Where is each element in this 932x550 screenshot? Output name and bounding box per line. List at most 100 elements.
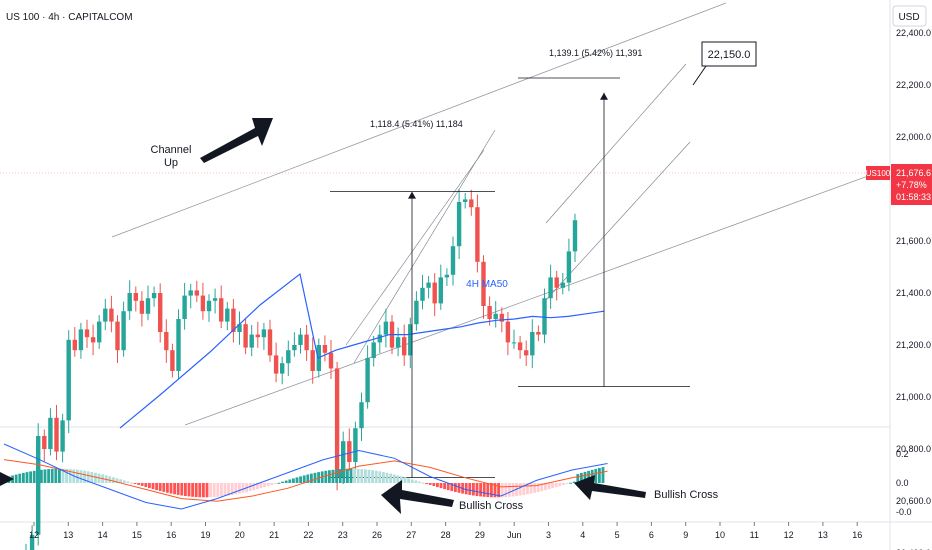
candle-body (261, 329, 267, 338)
macd-histogram-bar (108, 476, 112, 483)
macd-histogram-bar (32, 470, 36, 483)
candle-body (273, 355, 279, 374)
candle-body (237, 324, 242, 332)
macd-histogram-bar (601, 467, 605, 483)
candle-body (103, 308, 108, 322)
candle-body (371, 342, 376, 358)
candle-body (353, 428, 358, 462)
macd-histogram-bar (482, 483, 486, 497)
time-axis-tick: 20 (235, 530, 245, 540)
candle-body (560, 282, 565, 288)
macd-histogram-bar (202, 483, 205, 498)
macd-line (3, 443, 608, 510)
time-axis-tick: 21 (269, 530, 279, 540)
macd-histogram-bar (14, 474, 18, 483)
macd-histogram-bar (205, 483, 209, 498)
time-axis-tick: 23 (338, 530, 348, 540)
candle-body (54, 417, 59, 452)
macd-histogram-bar (194, 483, 198, 498)
macd-histogram-bar (353, 468, 356, 483)
macd-histogram-bar (140, 483, 144, 486)
price-axis-tick: 20,400.0 (896, 548, 931, 550)
macd-histogram-bar (378, 471, 382, 483)
macd-histogram-bar (587, 470, 590, 483)
macd-histogram-bar (338, 469, 342, 483)
candle-body (115, 321, 120, 351)
macd-histogram-bar (443, 483, 446, 490)
measure-left-label: 1,118.4 (5.41%) 11,184 (370, 119, 463, 129)
macd-histogram-bar (234, 483, 238, 495)
measure-right-label: 1,139.1 (5.42%) 11,391 (549, 48, 642, 58)
macd-histogram-bar (166, 483, 169, 493)
macd-histogram-bar (439, 483, 443, 489)
inner-channel-line (345, 149, 485, 346)
macd-histogram-bar (544, 483, 547, 491)
macd-histogram-bar (367, 469, 371, 483)
macd-histogram-bar (540, 483, 544, 492)
inner-channel-line (353, 129, 496, 364)
macd-axis-tick: 0.0 (896, 478, 909, 488)
macd-histogram-bar (551, 483, 554, 489)
price-tag (891, 164, 932, 205)
symbol-title: US 100 · 4h · CAPITALCOM (6, 12, 133, 23)
inner-channel-line (545, 63, 687, 224)
macd-histogram-bar (558, 483, 562, 487)
price-tag-change: +7.78% (896, 180, 927, 190)
macd-histogram-bar (223, 483, 227, 497)
channel-label-line2: Up (164, 157, 178, 169)
macd-histogram-bar (400, 476, 403, 483)
candle-body (206, 300, 212, 312)
time-axis-tick: 15 (132, 530, 142, 540)
macd-histogram-bar (598, 467, 601, 483)
macd-histogram-bar (68, 469, 72, 483)
macd-histogram-bar (310, 473, 313, 483)
macd-histogram-bar (180, 483, 184, 496)
candle-body (219, 298, 224, 322)
macd-histogram-bar (162, 483, 166, 492)
macd-histogram-bar (43, 469, 47, 483)
macd-histogram-bar (486, 483, 490, 498)
macd-histogram-bar (389, 473, 392, 483)
price-axis-tick: 21,200.0 (896, 340, 931, 350)
candle-body (487, 306, 492, 319)
macd-histogram-bar (392, 474, 396, 483)
macd-histogram-bar (547, 483, 551, 490)
macd-histogram-bar (263, 483, 266, 488)
time-axis-tick: 13 (818, 530, 828, 540)
macd-histogram-bar (313, 472, 317, 483)
macd-histogram-bar (428, 483, 432, 485)
macd-histogram-bar (346, 468, 349, 483)
macd-histogram-bar (158, 483, 162, 492)
candle-body (200, 295, 206, 312)
macd-histogram-bar (187, 483, 191, 497)
candle-body (139, 300, 145, 314)
macd-histogram-bar (227, 483, 230, 496)
macd-histogram-bar (76, 469, 79, 483)
channel-lower-line (184, 167, 891, 426)
macd-histogram-bar (580, 472, 583, 483)
time-axis-tick: 13 (63, 530, 73, 540)
macd-histogram-bar (133, 483, 137, 484)
time-axis-tick: 9 (683, 530, 688, 540)
macd-histogram-bar (112, 477, 115, 483)
candle-body (536, 332, 541, 335)
macd-histogram-bar (277, 482, 281, 484)
macd-histogram-bar (454, 483, 457, 492)
currency-button[interactable] (892, 5, 927, 27)
macd-histogram-bar (198, 483, 202, 498)
time-axis-tick: 22 (303, 530, 313, 540)
candle-body (517, 342, 523, 351)
candle-body (151, 293, 157, 299)
candle-body (60, 420, 65, 452)
macd-histogram-bar (504, 483, 508, 498)
macd-histogram-bar (284, 480, 288, 483)
candle-body (72, 339, 77, 351)
macd-histogram-bar (79, 470, 83, 483)
macd-histogram-bar (256, 483, 259, 490)
macd-histogram-bar (220, 483, 223, 497)
macd-histogram-bar (212, 483, 216, 498)
macd-histogram-bar (421, 482, 425, 484)
bullish-cross-label-1: Bullish Cross (459, 500, 524, 512)
macd-histogram-bar (436, 483, 439, 488)
